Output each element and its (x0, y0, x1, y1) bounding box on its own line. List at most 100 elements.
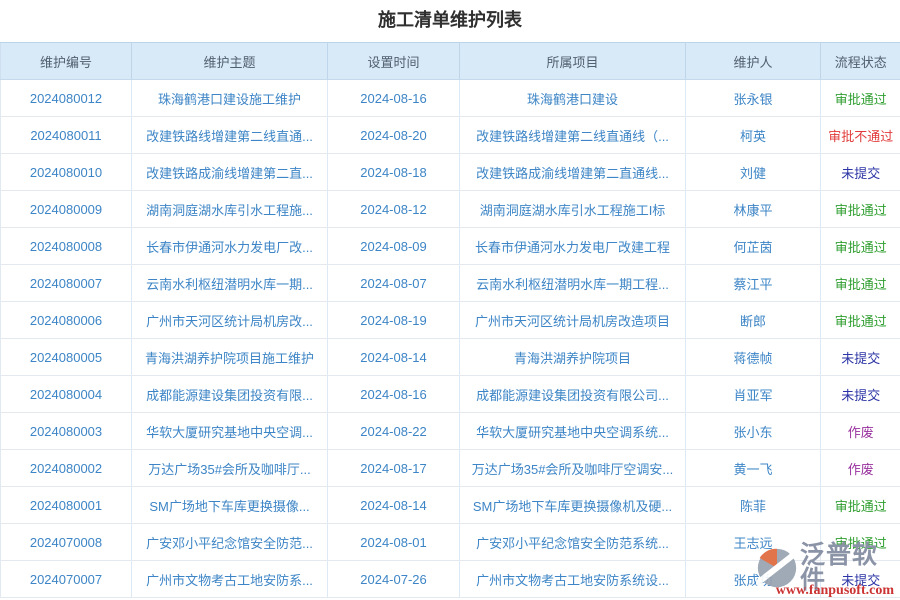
subject-link[interactable]: 广州市文物考古工地安防系... (131, 560, 328, 598)
maintenance-id-link[interactable]: 2024070007 (0, 560, 132, 598)
project-name: 改建铁路成渝线增建第二直通线... (459, 153, 686, 191)
table-row[interactable]: 2024080010 改建铁路成渝线增建第二直... 2024-08-18 改建… (0, 153, 900, 191)
table-header: 维护编号 维护主题 设置时间 所属项目 维护人 流程状态 (0, 42, 900, 80)
set-date: 2024-08-14 (327, 486, 460, 524)
column-header-project: 所属项目 (459, 42, 686, 80)
status-badge: 作废 (820, 449, 900, 487)
maintenance-id-link[interactable]: 2024080002 (0, 449, 132, 487)
maintainer-name: 黄一飞 (685, 449, 821, 487)
set-date: 2024-08-09 (327, 227, 460, 265)
maintainer-name: 柯英 (685, 116, 821, 154)
table-row[interactable]: 2024080006 广州市天河区统计局机房改... 2024-08-19 广州… (0, 301, 900, 339)
project-name: 广州市文物考古工地安防系统设... (459, 560, 686, 598)
table-row[interactable]: 2024080012 珠海鹤港口建设施工维护 2024-08-16 珠海鹤港口建… (0, 79, 900, 117)
maintainer-name: 张永银 (685, 79, 821, 117)
status-badge: 审批通过 (820, 301, 900, 339)
maintainer-name: 林康平 (685, 190, 821, 228)
page-title: 施工清单维护列表 (378, 10, 522, 30)
subject-link[interactable]: 广安邓小平纪念馆安全防范... (131, 523, 328, 561)
set-date: 2024-08-20 (327, 116, 460, 154)
maintenance-id-link[interactable]: 2024080012 (0, 79, 132, 117)
maintenance-id-link[interactable]: 2024070008 (0, 523, 132, 561)
maintenance-id-link[interactable]: 2024080007 (0, 264, 132, 302)
set-date: 2024-08-17 (327, 449, 460, 487)
status-badge: 未提交 (820, 560, 900, 598)
project-name: 成都能源建设集团投资有限公司... (459, 375, 686, 413)
maintenance-id-link[interactable]: 2024080005 (0, 338, 132, 376)
status-badge: 作废 (820, 412, 900, 450)
table-row[interactable]: 2024080011 改建铁路线增建第二线直通... 2024-08-20 改建… (0, 116, 900, 154)
subject-link[interactable]: 长春市伊通河水力发电厂改... (131, 227, 328, 265)
maintenance-id-link[interactable]: 2024080011 (0, 116, 132, 154)
status-badge: 审批通过 (820, 523, 900, 561)
set-date: 2024-08-14 (327, 338, 460, 376)
table-row[interactable]: 2024080007 云南水利枢纽潜明水库一期... 2024-08-07 云南… (0, 264, 900, 302)
set-date: 2024-08-22 (327, 412, 460, 450)
subject-link[interactable]: 湖南洞庭湖水库引水工程施... (131, 190, 328, 228)
maintenance-table: 维护编号 维护主题 设置时间 所属项目 维护人 流程状态 2024080012 … (0, 42, 900, 598)
project-name: 青海洪湖养护院项目 (459, 338, 686, 376)
status-badge: 审批通过 (820, 190, 900, 228)
project-name: SM广场地下车库更换摄像机及硬... (459, 486, 686, 524)
subject-link[interactable]: 万达广场35#会所及咖啡厅... (131, 449, 328, 487)
maintainer-name: 陈菲 (685, 486, 821, 524)
subject-link[interactable]: SM广场地下车库更换摄像... (131, 486, 328, 524)
table-row[interactable]: 2024080005 青海洪湖养护院项目施工维护 2024-08-14 青海洪湖… (0, 338, 900, 376)
table-row[interactable]: 2024080008 长春市伊通河水力发电厂改... 2024-08-09 长春… (0, 227, 900, 265)
table-row[interactable]: 2024070007 广州市文物考古工地安防系... 2024-07-26 广州… (0, 560, 900, 598)
subject-link[interactable]: 云南水利枢纽潜明水库一期... (131, 264, 328, 302)
table-row[interactable]: 2024080002 万达广场35#会所及咖啡厅... 2024-08-17 万… (0, 449, 900, 487)
status-badge: 未提交 (820, 375, 900, 413)
subject-link[interactable]: 华软大厦研究基地中央空调... (131, 412, 328, 450)
subject-link[interactable]: 青海洪湖养护院项目施工维护 (131, 338, 328, 376)
set-date: 2024-08-12 (327, 190, 460, 228)
status-badge: 未提交 (820, 338, 900, 376)
table-row[interactable]: 2024070008 广安邓小平纪念馆安全防范... 2024-08-01 广安… (0, 523, 900, 561)
subject-link[interactable]: 珠海鹤港口建设施工维护 (131, 79, 328, 117)
project-name: 湖南洞庭湖水库引水工程施工I标 (459, 190, 686, 228)
table-body: 2024080012 珠海鹤港口建设施工维护 2024-08-16 珠海鹤港口建… (0, 79, 900, 598)
maintenance-id-link[interactable]: 2024080010 (0, 153, 132, 191)
subject-link[interactable]: 广州市天河区统计局机房改... (131, 301, 328, 339)
table-row[interactable]: 2024080001 SM广场地下车库更换摄像... 2024-08-14 SM… (0, 486, 900, 524)
status-badge: 审批通过 (820, 227, 900, 265)
maintenance-id-link[interactable]: 2024080008 (0, 227, 132, 265)
subject-link[interactable]: 成都能源建设集团投资有限... (131, 375, 328, 413)
maintainer-name: 蔡江平 (685, 264, 821, 302)
status-badge: 审批通过 (820, 486, 900, 524)
maintenance-id-link[interactable]: 2024080006 (0, 301, 132, 339)
status-badge: 审批通过 (820, 264, 900, 302)
maintainer-name: 张成功 (685, 560, 821, 598)
maintainer-name: 断郎 (685, 301, 821, 339)
project-name: 广安邓小平纪念馆安全防范系统... (459, 523, 686, 561)
column-header-id: 维护编号 (0, 42, 132, 80)
table-row[interactable]: 2024080009 湖南洞庭湖水库引水工程施... 2024-08-12 湖南… (0, 190, 900, 228)
maintenance-id-link[interactable]: 2024080001 (0, 486, 132, 524)
project-name: 广州市天河区统计局机房改造项目 (459, 301, 686, 339)
maintenance-id-link[interactable]: 2024080003 (0, 412, 132, 450)
project-name: 云南水利枢纽潜明水库一期工程... (459, 264, 686, 302)
status-badge: 审批不通过 (820, 116, 900, 154)
project-name: 珠海鹤港口建设 (459, 79, 686, 117)
set-date: 2024-08-01 (327, 523, 460, 561)
maintainer-name: 刘健 (685, 153, 821, 191)
table-row[interactable]: 2024080003 华软大厦研究基地中央空调... 2024-08-22 华软… (0, 412, 900, 450)
set-date: 2024-07-26 (327, 560, 460, 598)
maintainer-name: 蒋德帧 (685, 338, 821, 376)
project-name: 华软大厦研究基地中央空调系统... (459, 412, 686, 450)
maintainer-name: 肖亚军 (685, 375, 821, 413)
maintenance-id-link[interactable]: 2024080009 (0, 190, 132, 228)
project-name: 改建铁路线增建第二线直通线（... (459, 116, 686, 154)
project-name: 万达广场35#会所及咖啡厅空调安... (459, 449, 686, 487)
set-date: 2024-08-16 (327, 375, 460, 413)
subject-link[interactable]: 改建铁路成渝线增建第二直... (131, 153, 328, 191)
maintainer-name: 王志远 (685, 523, 821, 561)
subject-link[interactable]: 改建铁路线增建第二线直通... (131, 116, 328, 154)
table-row[interactable]: 2024080004 成都能源建设集团投资有限... 2024-08-16 成都… (0, 375, 900, 413)
column-header-date: 设置时间 (327, 42, 460, 80)
set-date: 2024-08-18 (327, 153, 460, 191)
maintenance-id-link[interactable]: 2024080004 (0, 375, 132, 413)
column-header-maintainer: 维护人 (685, 42, 821, 80)
maintainer-name: 何芷茵 (685, 227, 821, 265)
